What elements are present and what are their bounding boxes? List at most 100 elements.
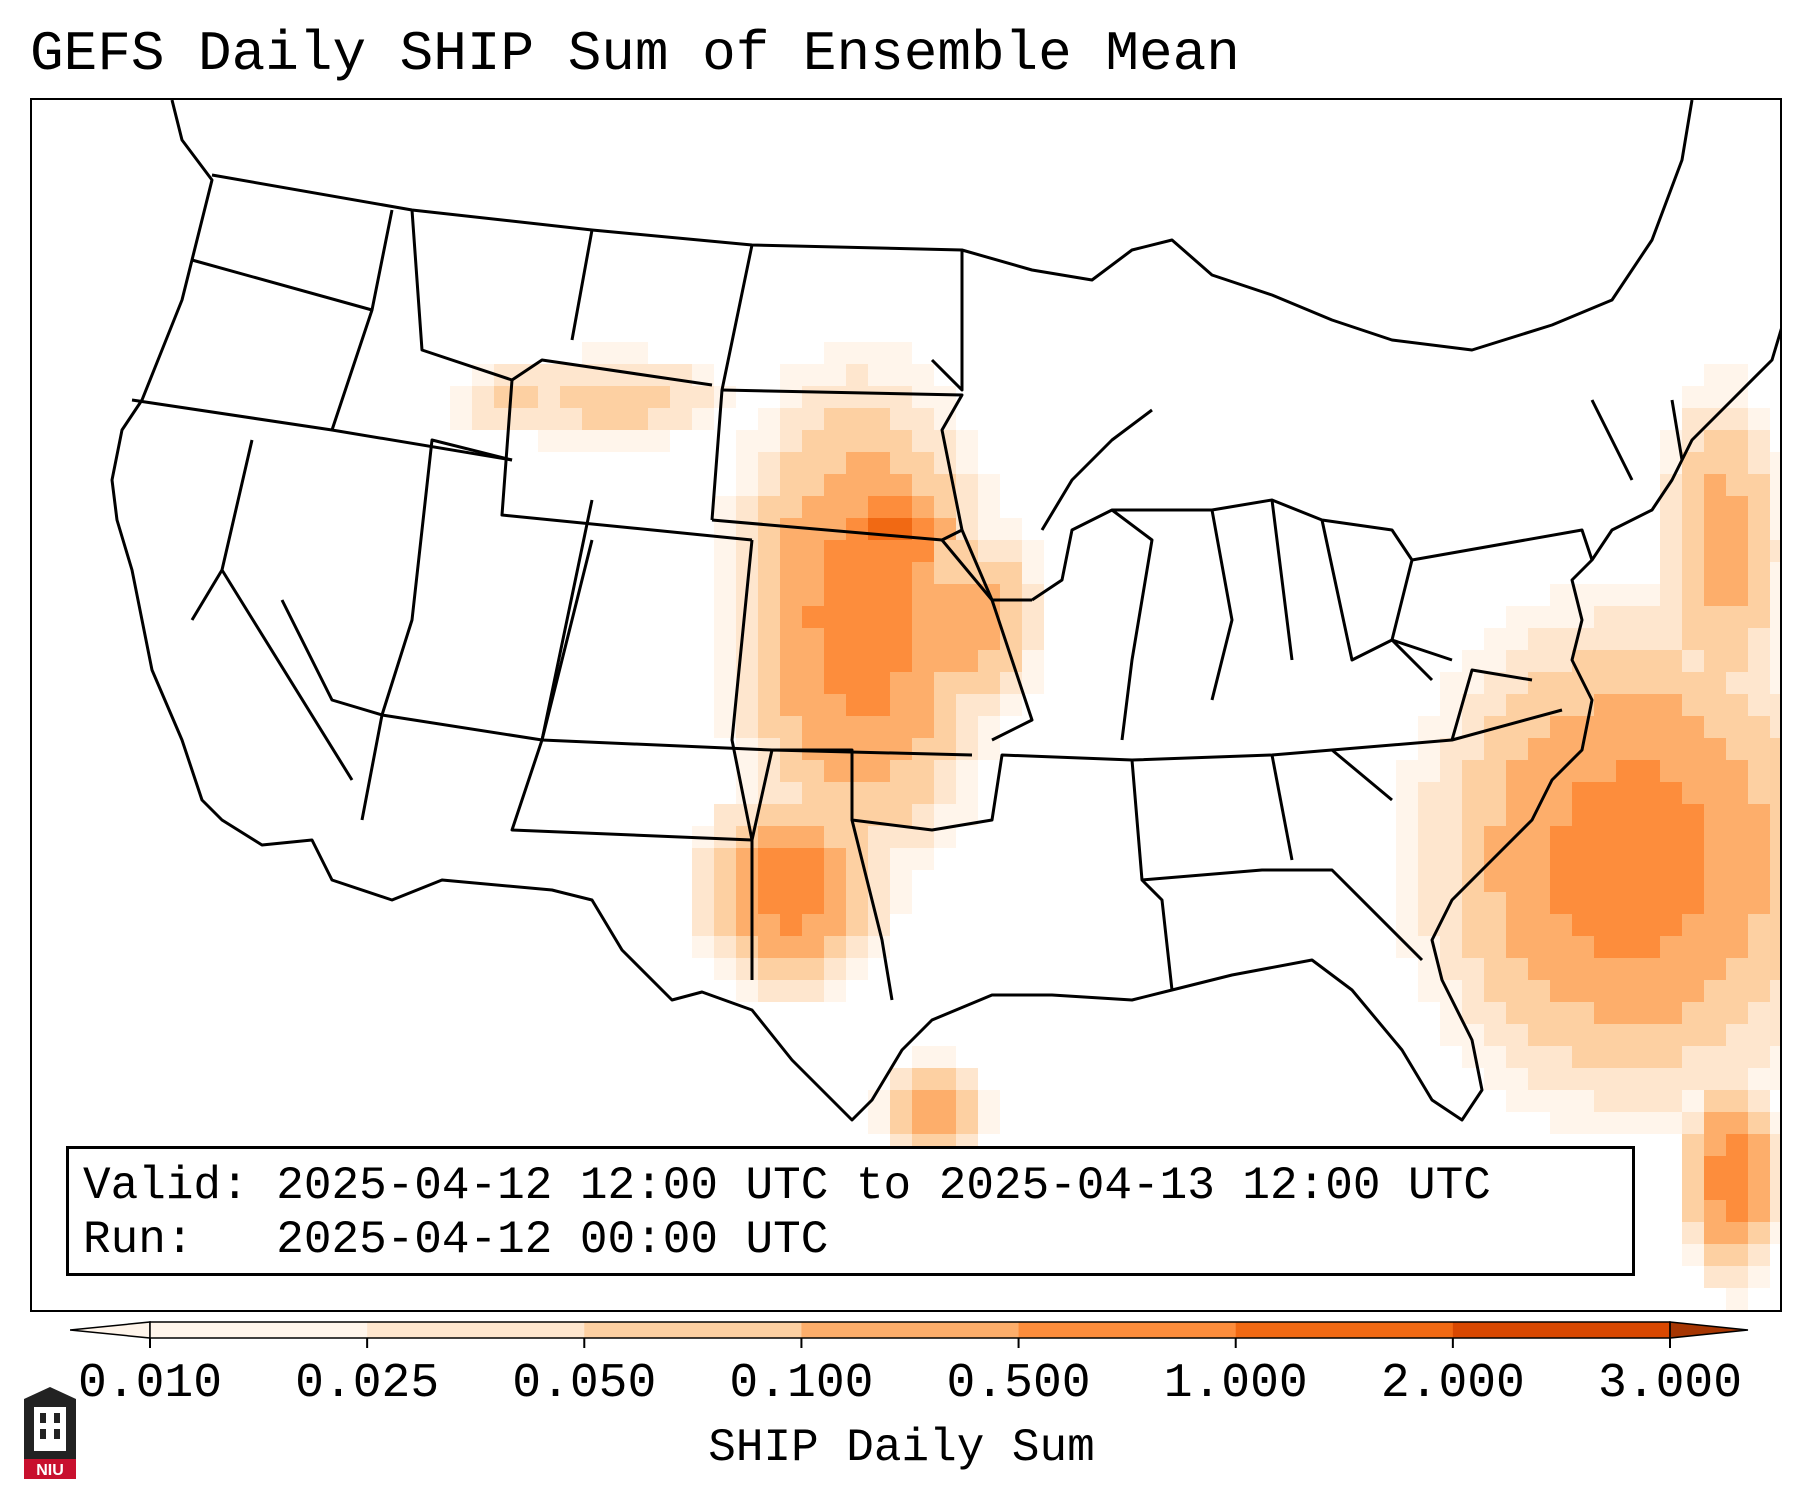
- ship-cell: [1726, 958, 1748, 980]
- ship-cell: [1462, 936, 1484, 958]
- ship-cell: [978, 628, 1000, 650]
- ship-cell: [1704, 1134, 1726, 1156]
- ship-cell: [934, 1046, 956, 1068]
- ship-cell: [780, 826, 802, 848]
- ship-cell: [868, 342, 890, 364]
- ship-cell: [978, 474, 1000, 496]
- ship-cell: [912, 386, 934, 408]
- ship-cell: [868, 496, 890, 518]
- colorbar-tick-label: 0.025: [295, 1357, 440, 1411]
- ship-cell: [780, 760, 802, 782]
- ship-cell: [1594, 1112, 1616, 1134]
- ship-cell: [714, 936, 736, 958]
- ship-cell: [1770, 1178, 1780, 1200]
- ship-cell: [978, 1112, 1000, 1134]
- ship-cell: [912, 606, 934, 628]
- ship-cell: [736, 892, 758, 914]
- ship-cell: [934, 1090, 956, 1112]
- ship-cell: [824, 364, 846, 386]
- ship-cell: [846, 364, 868, 386]
- valid-value: 2025-04-12 12:00 UTC to 2025-04-13 12:00…: [276, 1160, 1491, 1212]
- ship-cell: [1594, 694, 1616, 716]
- ship-cell: [1704, 958, 1726, 980]
- ship-cell: [1594, 826, 1616, 848]
- ship-cell: [1682, 1112, 1704, 1134]
- ship-cell: [1396, 826, 1418, 848]
- colorbar-label: SHIP Daily Sum: [708, 1422, 1095, 1474]
- ship-cell: [1550, 1002, 1572, 1024]
- ship-cell: [714, 518, 736, 540]
- ship-cell: [1440, 694, 1462, 716]
- ship-cell: [1550, 606, 1572, 628]
- ship-cell: [714, 848, 736, 870]
- ship-cell: [1660, 562, 1682, 584]
- ship-cell: [1660, 1024, 1682, 1046]
- ship-cell: [1594, 606, 1616, 628]
- ship-cell: [1704, 1090, 1726, 1112]
- ship-cell: [824, 826, 846, 848]
- ship-cell: [1704, 980, 1726, 1002]
- ship-cell: [1484, 760, 1506, 782]
- ship-cell: [912, 804, 934, 826]
- ship-cell: [1682, 848, 1704, 870]
- ship-cell: [1594, 584, 1616, 606]
- ship-cell: [1462, 892, 1484, 914]
- ship-cell: [1682, 474, 1704, 496]
- ship-cell: [846, 606, 868, 628]
- ship-cell: [846, 562, 868, 584]
- ship-cell: [626, 342, 648, 364]
- ship-cell: [1748, 672, 1770, 694]
- ship-cell: [1594, 1046, 1616, 1068]
- ship-cell: [846, 782, 868, 804]
- ship-cell: [1638, 1024, 1660, 1046]
- ship-cell: [934, 738, 956, 760]
- ship-cell: [1572, 958, 1594, 980]
- ship-cell: [890, 364, 912, 386]
- ship-cell: [934, 804, 956, 826]
- ship-cell: [1000, 562, 1022, 584]
- ship-cell: [1572, 716, 1594, 738]
- ship-cell: [1616, 1024, 1638, 1046]
- ship-cell: [736, 474, 758, 496]
- ship-cell: [824, 650, 846, 672]
- ship-cell: [758, 804, 780, 826]
- ship-cell: [736, 672, 758, 694]
- ship-cell: [934, 694, 956, 716]
- ship-cell: [1616, 1002, 1638, 1024]
- ship-cell: [1660, 892, 1682, 914]
- ship-cell: [1462, 694, 1484, 716]
- ship-cell: [780, 606, 802, 628]
- ship-cell: [1594, 958, 1616, 980]
- ship-cell: [1726, 1288, 1748, 1310]
- ship-cell: [648, 364, 670, 386]
- ship-cell: [1704, 870, 1726, 892]
- ship-cell: [912, 430, 934, 452]
- ship-cell: [1726, 782, 1748, 804]
- ship-cell: [1528, 738, 1550, 760]
- ship-cell: [912, 628, 934, 650]
- run-value: 2025-04-12 00:00 UTC: [276, 1214, 829, 1266]
- ship-cell: [1440, 738, 1462, 760]
- ship-cell: [802, 892, 824, 914]
- ship-cell: [934, 650, 956, 672]
- ship-cell: [1396, 804, 1418, 826]
- ship-cell: [1528, 980, 1550, 1002]
- ship-cell: [1660, 452, 1682, 474]
- ship-cell: [1748, 870, 1770, 892]
- ship-cell: [1550, 848, 1572, 870]
- ship-cell: [1726, 408, 1748, 430]
- ship-cell: [758, 870, 780, 892]
- colorbar: [70, 1321, 1749, 1348]
- ship-cell: [802, 562, 824, 584]
- ship-cell: [934, 826, 956, 848]
- ship-cell: [956, 1112, 978, 1134]
- ship-cell: [736, 628, 758, 650]
- ship-cell: [758, 694, 780, 716]
- ship-cell: [1572, 826, 1594, 848]
- ship-cell: [1726, 1046, 1748, 1068]
- ship-cell: [912, 1112, 934, 1134]
- ship-cell: [1682, 1156, 1704, 1178]
- ship-cell: [824, 672, 846, 694]
- ship-cell: [1726, 1090, 1748, 1112]
- ship-cell: [670, 386, 692, 408]
